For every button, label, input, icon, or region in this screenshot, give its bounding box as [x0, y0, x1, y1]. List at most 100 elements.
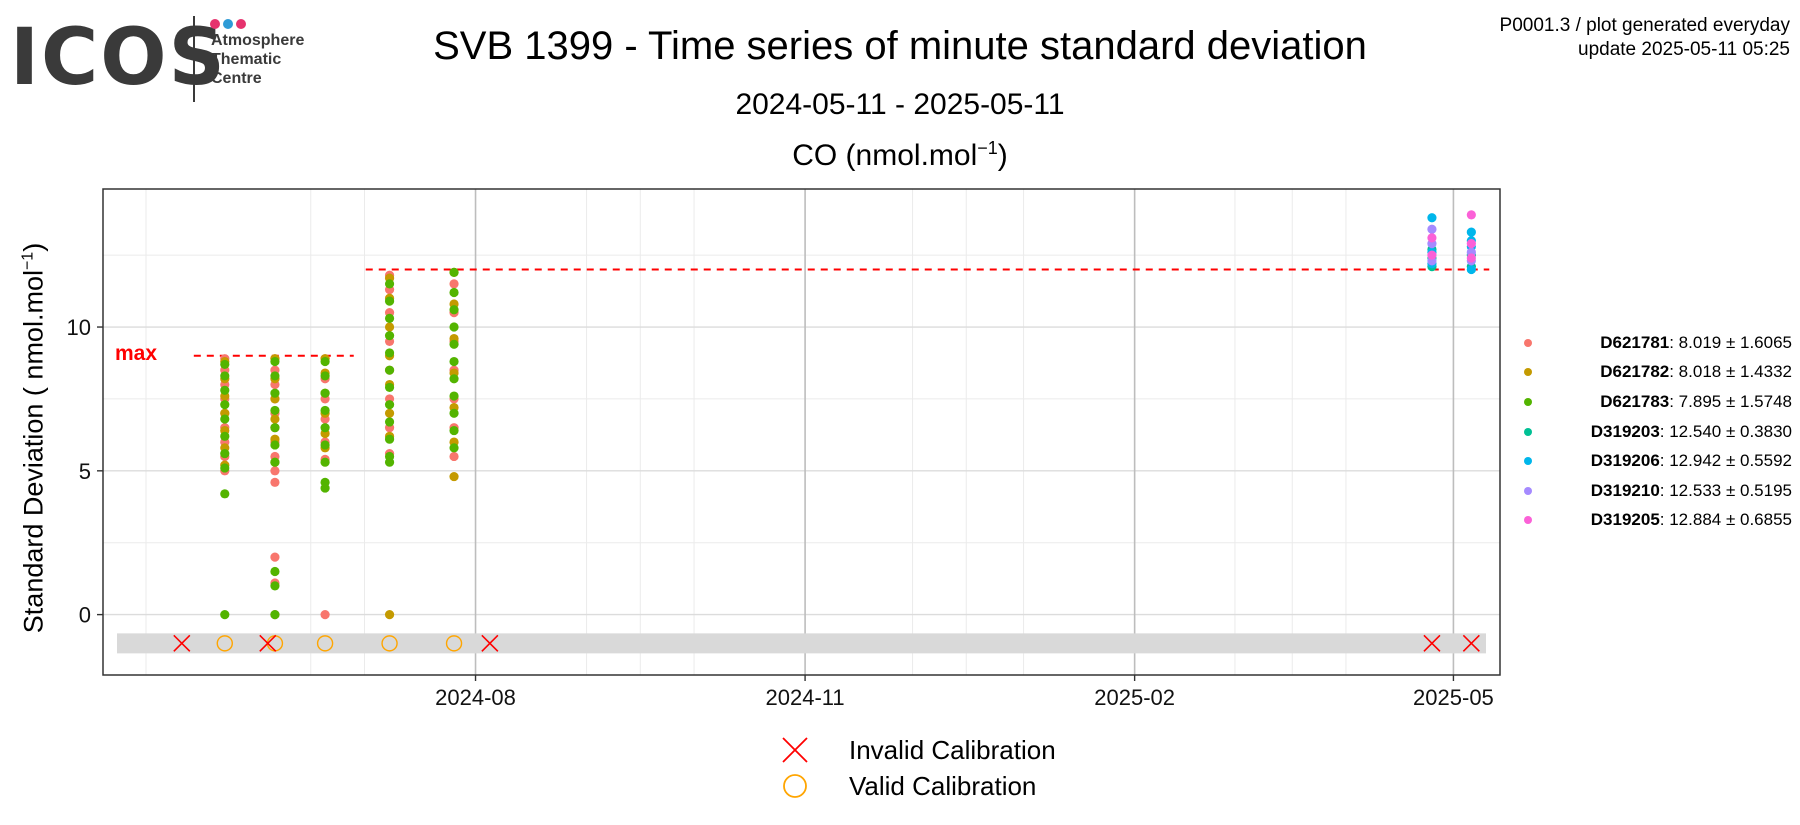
- legend-series-stats: : 12.884 ± 0.6855: [1659, 510, 1792, 530]
- generation-line-2: update 2025-05-11 05:25: [1578, 39, 1790, 60]
- data-point-D621783: [320, 405, 330, 416]
- data-point-D621783: [220, 489, 230, 499]
- logo-dot: [236, 19, 246, 29]
- x-tick-label: 2025-05: [1413, 685, 1494, 710]
- logo-dot: [223, 19, 233, 29]
- legend-item-D621781: D621781: 8.019 ± 1.6065: [1524, 328, 1792, 358]
- data-point-D621783: [320, 388, 330, 398]
- data-point-D621783: [449, 267, 459, 277]
- invalid-calibration-marker: [1423, 634, 1441, 652]
- data-point-D621783: [384, 382, 395, 393]
- data-point-D621783: [384, 331, 395, 341]
- generation-line-1: P0001.3 / plot generated everyday: [1499, 15, 1790, 36]
- data-point-D621783: [449, 322, 459, 332]
- logo-wordmark: ICOS: [10, 13, 227, 103]
- data-point-D319205: [1466, 210, 1476, 220]
- data-point-D621781: [449, 279, 459, 289]
- legend-series-stats: : 12.533 ± 0.5195: [1659, 480, 1792, 500]
- data-point-D621783: [320, 356, 330, 367]
- x-tick-label: 2025-02: [1094, 685, 1175, 710]
- y-tick-label: 0: [79, 603, 91, 628]
- legend-label: D621782: 8.018 ± 1.4332: [1542, 362, 1792, 382]
- valid-calibration-marker: [381, 635, 398, 652]
- data-point-D621783: [270, 610, 280, 620]
- data-point-D621783: [449, 356, 459, 367]
- data-point-D621783: [449, 374, 459, 384]
- calibration-markers: [173, 634, 1480, 652]
- panel-title-end: ): [997, 139, 1008, 172]
- calibration-legend: Invalid Calibration Valid Calibration: [775, 732, 1056, 804]
- invalid-calibration-marker: [481, 634, 499, 652]
- invalid-calibration-stroke: [1423, 634, 1441, 652]
- logo-line-2: Thematic: [211, 51, 282, 68]
- legend-label: D319205: 12.884 ± 0.6855: [1542, 510, 1792, 530]
- legend-item-D319206: D319206: 12.942 ± 0.5592: [1524, 446, 1792, 476]
- valid-calibration-marker: [316, 635, 334, 652]
- logo-separator: [193, 16, 195, 102]
- data-point-D621783: [384, 365, 395, 375]
- legend-item-D621782: D621782: 8.018 ± 1.4332: [1524, 358, 1792, 388]
- invalid-calibration-stroke: [1462, 634, 1480, 652]
- y-tick-label: 10: [67, 315, 91, 340]
- invalid-calibration-label: Invalid Calibration: [849, 734, 1056, 765]
- panel-title-base: CO (nmol.mol: [792, 139, 978, 172]
- invalid-calibration-stroke: [173, 634, 191, 652]
- x-axis-ticks: 2024-08 2024-11 2025-02 2025-05: [435, 675, 1494, 710]
- legend-valid-calibration: Valid Calibration: [775, 768, 1056, 804]
- valid-calibration-label: Valid Calibration: [849, 770, 1037, 801]
- legend-label: D621781: 8.019 ± 1.6065: [1542, 333, 1792, 353]
- legend-series-stats: : 12.540 ± 0.3830: [1659, 421, 1792, 441]
- data-point-D621783: [449, 425, 459, 436]
- legend-dot-icon: [1524, 486, 1532, 495]
- data-point-D319206: [1466, 264, 1476, 275]
- data-point-D319205: [1427, 233, 1437, 243]
- data-point-D621783: [220, 385, 230, 395]
- data-point-D621783: [220, 610, 230, 620]
- legend-series-name: D319206: [1590, 451, 1660, 471]
- legend-series-stats: : 7.895 ± 1.5748: [1669, 391, 1792, 411]
- data-point-D621783: [449, 339, 459, 349]
- data-point-D621783: [384, 296, 395, 306]
- valid-calibration-icon: [783, 774, 807, 798]
- data-point-D621783: [220, 359, 230, 370]
- invalid-calibration-marker: [259, 634, 277, 652]
- legend-series-stats: : 12.942 ± 0.5592: [1659, 451, 1792, 471]
- data-point-D319205: [1466, 253, 1476, 263]
- x-tick-label: 2024-11: [766, 685, 845, 710]
- data-point-D621783: [270, 457, 280, 467]
- legend-series-name: D319203: [1590, 421, 1660, 441]
- legend-series-name: D621781: [1600, 332, 1670, 352]
- data-point-D621783: [384, 348, 395, 358]
- logo-line-1: Atmosphere: [211, 32, 305, 49]
- data-point-D621783: [384, 279, 395, 289]
- legend-dot-icon: [1524, 338, 1532, 347]
- legend-label: D319203: 12.540 ± 0.3830: [1542, 422, 1792, 442]
- legend-label: D319210: 12.533 ± 0.5195: [1542, 481, 1792, 501]
- data-point-D621783: [220, 431, 230, 441]
- data-point-D319205: [1427, 250, 1437, 260]
- valid-calibration-marker: [445, 635, 463, 652]
- data-point-D621783: [220, 400, 230, 410]
- data-point-D621783: [270, 371, 280, 381]
- page-title: SVB 1399 - Time series of minute standar…: [433, 24, 1367, 68]
- data-point-D621783: [270, 405, 280, 416]
- data-point-D621783: [320, 371, 330, 381]
- legend-dot-icon: [1524, 368, 1532, 377]
- legend-series-stats: : 8.019 ± 1.6065: [1669, 332, 1792, 352]
- x-tick-label: 2024-08: [435, 685, 516, 710]
- data-point-D621783: [220, 371, 230, 381]
- invalid-calibration-marker: [173, 634, 191, 652]
- data-point-D621781: [320, 610, 330, 620]
- data-point-D621781: [270, 477, 280, 487]
- legend-dot-icon: [1524, 516, 1532, 525]
- data-point-D621782: [384, 610, 395, 620]
- y-tick-label: 5: [79, 459, 91, 484]
- legend-item-D319205: D319205: 12.884 ± 0.6855: [1524, 506, 1792, 536]
- legend-series-stats: : 8.018 ± 1.4332: [1669, 362, 1792, 382]
- data-point-D621782: [384, 408, 395, 418]
- data-point-D621783: [220, 463, 230, 473]
- legend-item-D319203: D319203: 12.540 ± 0.3830: [1524, 417, 1792, 447]
- logo-dot: [210, 19, 220, 29]
- data-point-D621783: [270, 423, 280, 433]
